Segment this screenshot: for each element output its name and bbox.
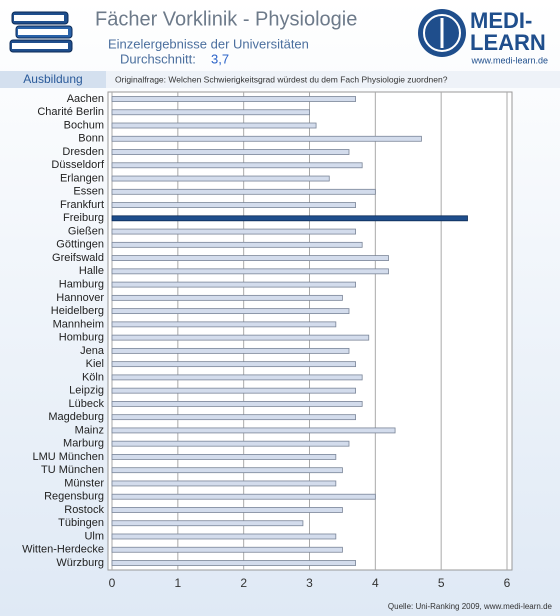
bar xyxy=(111,361,356,368)
bar xyxy=(111,162,363,169)
bar xyxy=(111,202,356,208)
y-tick-label: Regensburg xyxy=(44,491,104,503)
bar xyxy=(111,321,337,328)
y-tick-label: Essen xyxy=(73,186,104,198)
y-tick-label: Rostock xyxy=(64,504,104,516)
bar xyxy=(111,175,330,182)
x-tick-label: 5 xyxy=(438,576,445,590)
y-tick-label: Kiel xyxy=(86,358,104,370)
logo-ring xyxy=(423,14,461,52)
bar xyxy=(111,533,337,540)
section-band xyxy=(0,71,560,88)
bar xyxy=(111,188,376,195)
y-tick-label: Charité Berlin xyxy=(37,106,104,118)
y-tick-label: Leipzig xyxy=(69,385,104,397)
x-tick-label: 1 xyxy=(174,576,181,590)
bar xyxy=(111,215,468,222)
bar xyxy=(111,493,376,500)
y-tick-label: Magdeburg xyxy=(48,411,104,423)
bar xyxy=(111,440,350,447)
y-tick-label: Erlangen xyxy=(60,172,104,184)
y-tick-label: Gießen xyxy=(68,225,104,237)
y-tick-label: Köln xyxy=(82,371,104,383)
bar xyxy=(111,347,350,354)
bar xyxy=(111,308,350,315)
y-tick-label: TU München xyxy=(41,464,104,476)
title: Fächer Vorklinik - Physiologie xyxy=(95,8,357,30)
x-tick-label: 6 xyxy=(504,576,511,590)
y-tick-label: Lübeck xyxy=(69,398,105,410)
bar xyxy=(111,334,370,341)
bar xyxy=(111,480,337,487)
bar xyxy=(111,374,363,381)
y-tick-label: Aachen xyxy=(67,93,104,105)
x-tick-label: 0 xyxy=(109,576,116,590)
average-label: Durchschnitt: xyxy=(120,51,196,66)
y-tick-label: Hannover xyxy=(56,292,104,304)
bar xyxy=(111,546,343,553)
y-tick-label: Freiburg xyxy=(63,212,104,224)
y-tick-label: Heidelberg xyxy=(51,305,104,317)
bar xyxy=(111,520,304,527)
x-tick-label: 4 xyxy=(372,576,379,590)
y-tick-label: Würzburg xyxy=(56,557,104,569)
bar xyxy=(111,427,396,434)
bar xyxy=(111,507,343,513)
logo-text: MEDI- xyxy=(470,8,532,33)
bar xyxy=(111,401,363,407)
section-label: Ausbildung xyxy=(23,72,82,86)
books-icon xyxy=(9,11,73,53)
y-tick-label: Hamburg xyxy=(59,279,104,291)
y-tick-label: Homburg xyxy=(59,332,104,344)
bar xyxy=(111,294,343,301)
bar xyxy=(111,96,356,102)
y-tick-label: Marburg xyxy=(63,438,104,450)
y-tick-label: Greifswald xyxy=(52,252,104,264)
y-tick-label: Bonn xyxy=(78,133,104,145)
logo-text: LEARN xyxy=(470,30,546,55)
section-tab xyxy=(0,71,106,88)
y-tick-label: Ulm xyxy=(84,530,104,542)
y-tick-label: Münster xyxy=(64,477,104,489)
y-tick-label: Mainz xyxy=(75,424,104,436)
y-tick-label: Halle xyxy=(79,265,104,277)
y-tick-label: Witten-Herdecke xyxy=(22,544,104,556)
y-tick-label: Frankfurt xyxy=(60,199,104,211)
x-tick-label: 2 xyxy=(240,576,247,590)
y-tick-label: LMU München xyxy=(32,451,104,463)
x-tick-label: 3 xyxy=(306,576,313,590)
bar xyxy=(111,109,310,116)
y-tick-label: Düsseldorf xyxy=(51,159,105,171)
bar xyxy=(111,560,356,566)
y-tick-label: Bochum xyxy=(64,119,104,131)
y-tick-label: Dresden xyxy=(62,146,104,158)
y-tick-label: Mannheim xyxy=(53,318,104,330)
bar xyxy=(111,241,363,248)
bar xyxy=(111,454,337,460)
source: Quelle: Uni-Ranking 2009, www.medi-learn… xyxy=(388,602,553,611)
bar xyxy=(111,387,356,394)
y-tick-label: Göttingen xyxy=(56,239,104,251)
bar xyxy=(111,228,356,235)
subtitle: Einzelergebnisse der Universitäten xyxy=(108,36,309,51)
logo-url: www.medi-learn.de xyxy=(470,55,548,65)
bar xyxy=(111,414,356,421)
question: Originalfrage: Welchen Schwierigkeitsgra… xyxy=(115,74,448,84)
bar xyxy=(111,255,389,261)
y-tick-label: Jena xyxy=(80,345,105,357)
bar xyxy=(111,281,356,288)
bar xyxy=(111,467,343,474)
logo: MEDI- LEARN www.medi-learn.de xyxy=(418,8,548,65)
bar xyxy=(111,135,422,142)
bar xyxy=(111,122,317,129)
bar xyxy=(111,149,350,155)
bar xyxy=(111,268,389,275)
average-value: 3,7 xyxy=(211,51,229,66)
y-tick-label: Tübingen xyxy=(58,517,104,529)
